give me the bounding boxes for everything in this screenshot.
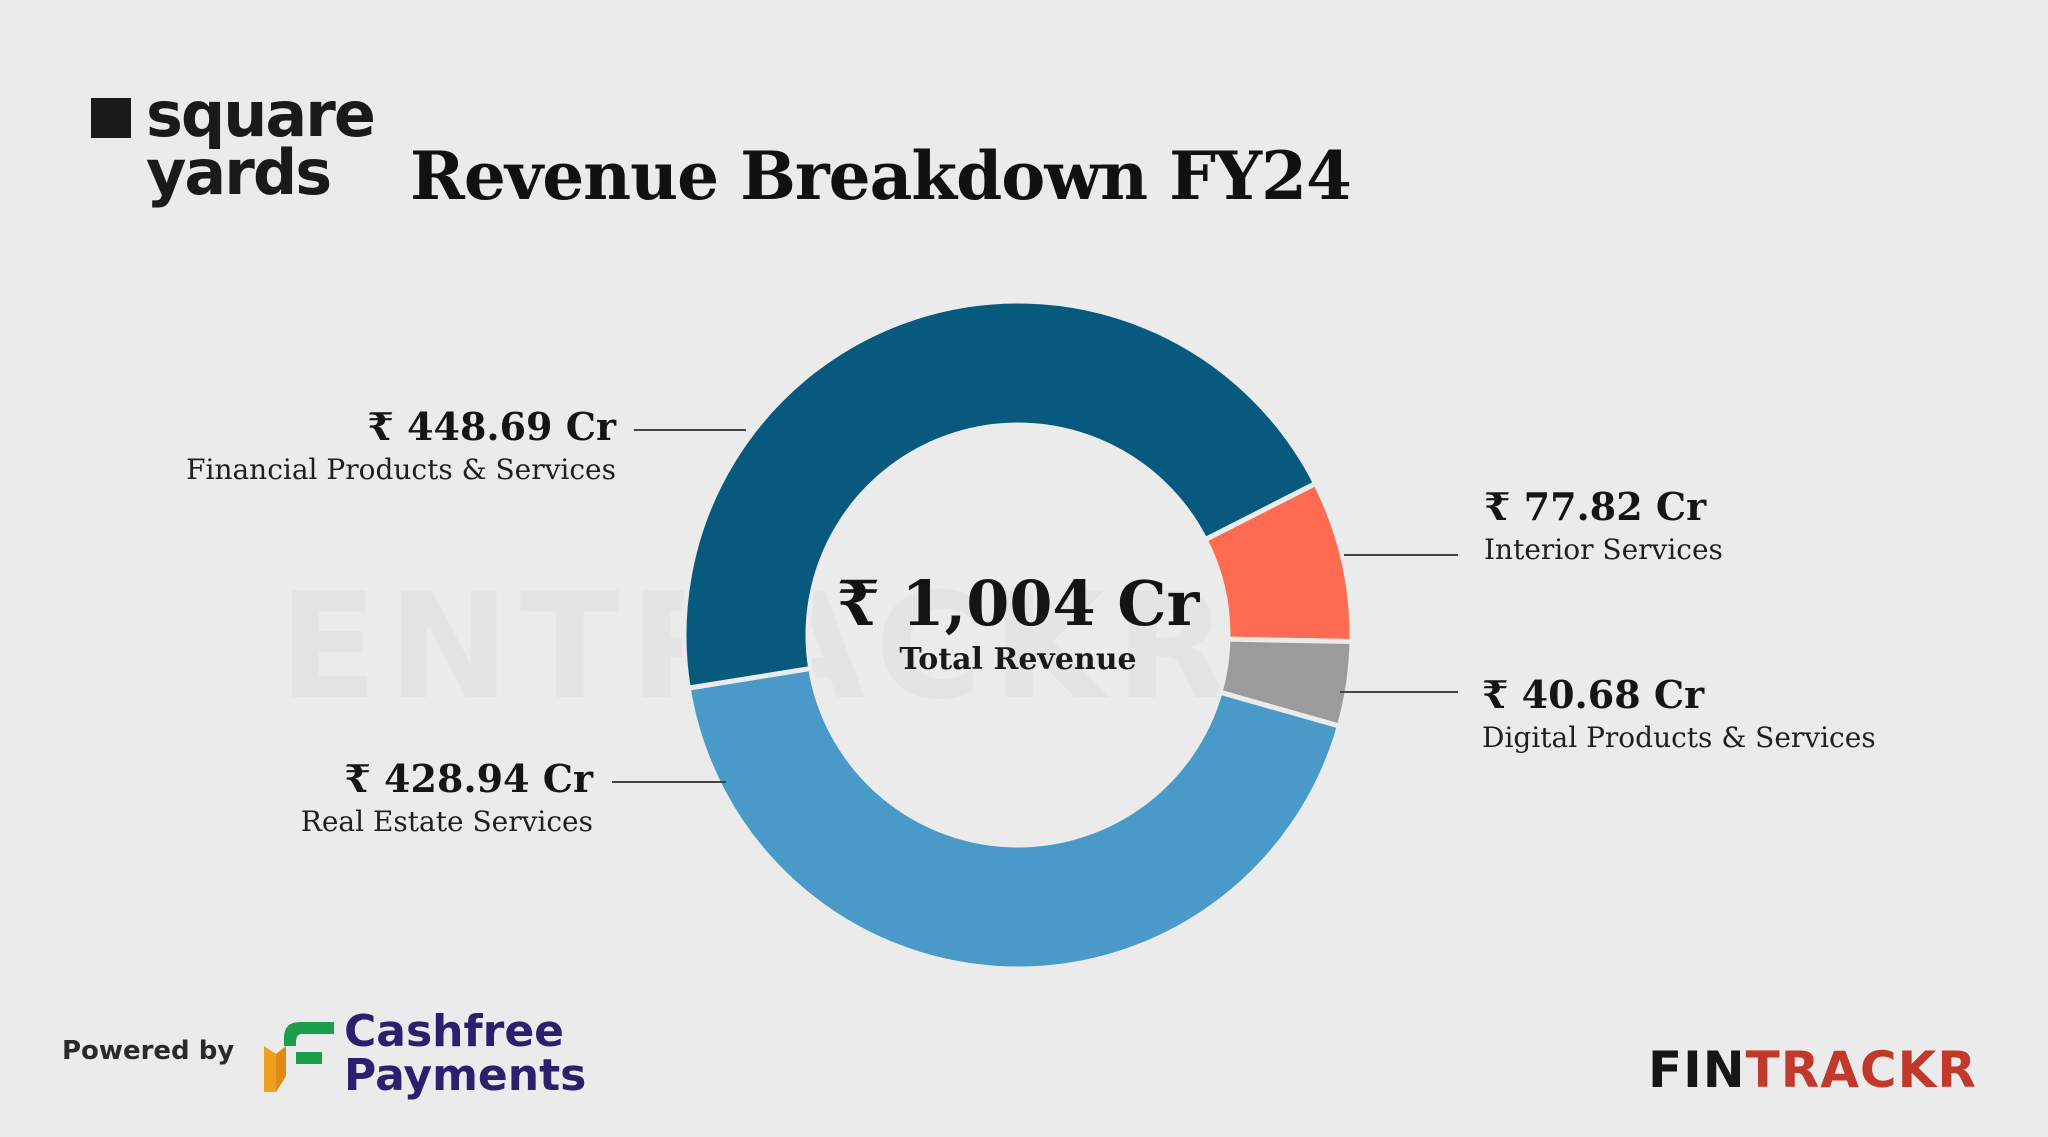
slice-label-digital-products: ₹ 40.68 Cr Digital Products & Services (1482, 672, 1876, 758)
slice-name-digital-products: Digital Products & Services (1482, 721, 1876, 754)
cashfree-word: Cashfree (344, 1006, 565, 1057)
payments-word: Payments (344, 1050, 587, 1101)
slice-label-interior-services: ₹ 77.82 Cr Interior Services (1484, 484, 1723, 570)
donut-slice-financial-products (681, 298, 1319, 692)
slice-name-interior-services: Interior Services (1484, 533, 1723, 566)
slice-label-real-estate-services: ₹ 428.94 Cr Real Estate Services (301, 756, 593, 842)
square-yards-logo: square yards (88, 82, 408, 222)
fintrackr-logo: FINTRACKR (1648, 1040, 1977, 1100)
slice-value-digital-products: ₹ 40.68 Cr (1482, 672, 1705, 717)
slice-value-real-estate-services: ₹ 428.94 Cr (344, 756, 593, 801)
slice-value-financial-products: ₹ 448.69 Cr (367, 404, 616, 449)
slice-name-real-estate-services: Real Estate Services (300, 805, 593, 838)
donut-slice-real-estate-services (685, 665, 1343, 972)
cashfree-wordmark: Cashfree Payments (344, 1010, 586, 1098)
fintrackr-part-trackr: TRACKR (1745, 1041, 1977, 1099)
slice-label-financial-products: ₹ 448.69 Cr Financial Products & Service… (186, 404, 616, 490)
powered-by-label: Powered by (62, 1036, 235, 1066)
total-revenue-value: ₹ 1,004 Cr (836, 567, 1200, 640)
slice-value-interior-services: ₹ 77.82 Cr (1484, 484, 1707, 529)
logo-square-icon (91, 98, 131, 138)
total-revenue-caption: Total Revenue (899, 642, 1137, 677)
fintrackr-part-fin: FIN (1648, 1041, 1746, 1099)
slice-name-financial-products: Financial Products & Services (186, 453, 616, 486)
logo-word-square: square (146, 78, 376, 151)
page-title: Revenue Breakdown FY24 (410, 137, 1352, 215)
cashfree-logo-icon (264, 1022, 334, 1092)
logo-word-yards: yards (146, 136, 332, 209)
